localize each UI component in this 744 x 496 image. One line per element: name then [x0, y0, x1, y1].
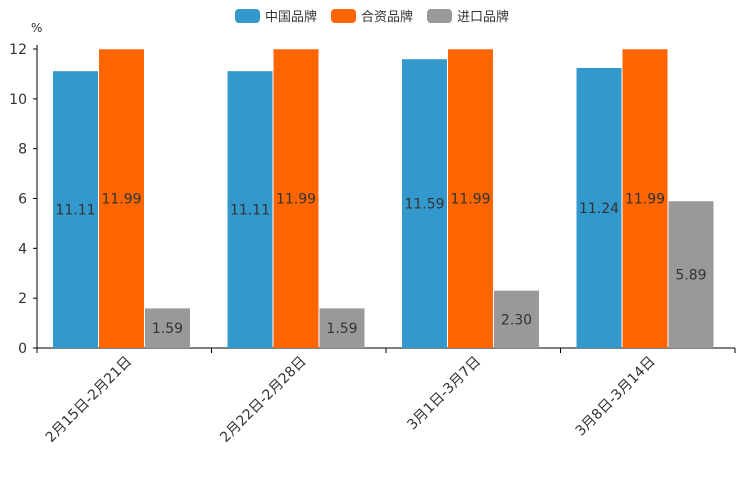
legend-item-joint-venture-brand[interactable]: 合资品牌	[330, 6, 413, 25]
y-axis-unit-label: %	[31, 21, 43, 35]
data-label: 1.59	[326, 321, 357, 337]
bar-1-3[interactable]	[402, 59, 447, 349]
data-label: 11.99	[101, 192, 141, 208]
bar-3-1[interactable]	[145, 308, 190, 348]
legend-item-china-brand[interactable]: 中国品牌	[234, 6, 317, 25]
data-label: 1.59	[152, 321, 183, 337]
legend-swatch-china-brand	[234, 8, 260, 23]
x-category-label: 2月15日-2月21日	[43, 354, 135, 446]
data-label: 11.11	[230, 203, 270, 219]
x-category-label: 3月8日-3月14日	[573, 354, 659, 440]
legend-item-import-brand[interactable]: 进口品牌	[427, 6, 509, 25]
legend: 中国品牌 合资品牌 进口品牌	[0, 6, 744, 25]
y-tick-label: 12	[9, 42, 27, 58]
data-label: 11.24	[579, 201, 619, 217]
y-tick-label: 4	[18, 241, 27, 257]
y-tick-label: 2	[18, 291, 27, 307]
x-category-label: 3月1日-3月7日	[404, 354, 484, 434]
legend-swatch-import-brand	[427, 8, 452, 23]
bar-1-2[interactable]	[227, 71, 273, 348]
data-label: 11.11	[55, 203, 95, 219]
legend-swatch-joint-venture-brand	[330, 8, 356, 23]
data-label: 11.99	[276, 192, 316, 208]
bar-1-4[interactable]	[576, 67, 622, 348]
data-label: 11.99	[625, 192, 665, 208]
data-label: 11.99	[450, 192, 490, 208]
bar-3-2[interactable]	[319, 308, 365, 348]
y-tick-label: 6	[18, 192, 27, 208]
bar-2-1[interactable]	[99, 49, 144, 348]
legend-label-import-brand: 进口品牌	[457, 10, 510, 25]
bar-2-2[interactable]	[273, 49, 319, 348]
bar-2-4[interactable]	[622, 49, 668, 348]
data-label: 11.59	[404, 197, 444, 213]
legend-label-china-brand: 中国品牌	[264, 10, 317, 25]
data-label: 2.30	[501, 312, 532, 328]
y-tick-label: 8	[18, 142, 27, 158]
x-category-label: 2月22日-2月28日	[217, 354, 309, 446]
bar-3-4[interactable]	[668, 201, 714, 348]
bar-2-3[interactable]	[448, 49, 493, 348]
bar-1-1[interactable]	[53, 71, 98, 348]
y-tick-label: 10	[9, 92, 27, 108]
y-tick-label: 0	[18, 341, 27, 357]
data-label: 5.89	[675, 268, 706, 284]
bar-3-3[interactable]	[494, 290, 539, 348]
legend-label-joint-venture-brand: 合资品牌	[360, 10, 413, 25]
